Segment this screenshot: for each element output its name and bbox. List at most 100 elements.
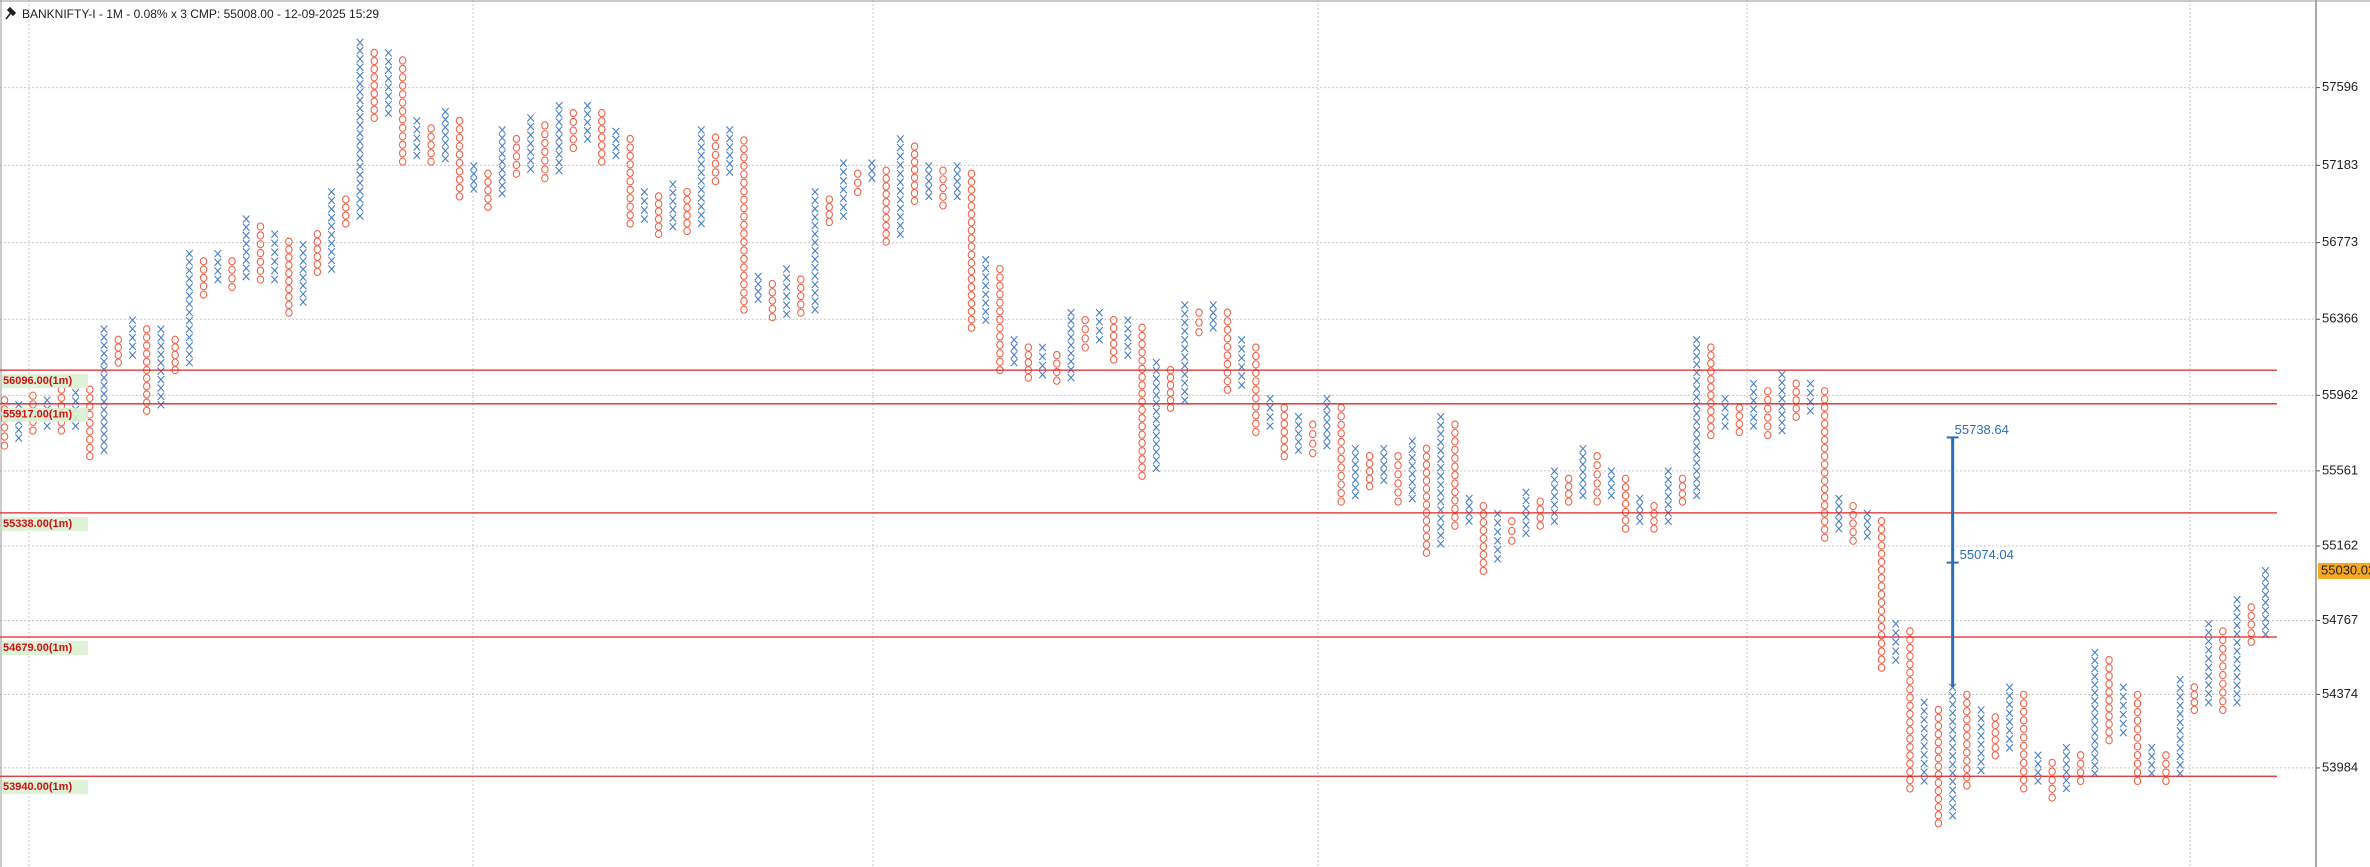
x-box [2233, 647, 2241, 656]
x-box [526, 131, 535, 139]
o-box [1764, 404, 1772, 413]
x-box [1437, 539, 1445, 548]
x-box [1835, 517, 1843, 526]
o-column [1053, 350, 1061, 385]
o-box [939, 192, 947, 201]
o-box [797, 275, 805, 284]
x-box [185, 308, 194, 317]
x-box [839, 159, 848, 168]
o-box [1593, 452, 1601, 461]
x-box [1209, 323, 1217, 332]
o-box [1963, 773, 1971, 782]
x-box [669, 214, 677, 223]
o-box [1138, 397, 1146, 406]
o-box [86, 418, 94, 428]
o-column [313, 229, 322, 277]
o-box [882, 221, 890, 231]
o-box [398, 56, 407, 65]
x-box [2233, 655, 2241, 664]
o-box [2019, 690, 2028, 699]
o-column [455, 116, 464, 201]
x-box [526, 148, 535, 157]
x-box [2091, 680, 2099, 689]
o-box [455, 141, 464, 151]
level-label-bg [2, 641, 88, 656]
x-box [583, 126, 592, 135]
y-tick-label: 54767 [2322, 612, 2358, 627]
o-box [398, 81, 407, 90]
o-box [2133, 776, 2142, 786]
o-box [1394, 470, 1402, 479]
o-box [740, 288, 748, 297]
o-column [1337, 403, 1345, 506]
x-box [1380, 476, 1388, 485]
x-box [1863, 517, 1872, 526]
x-box [2005, 743, 2014, 752]
x-box [242, 223, 250, 232]
o-box [1707, 430, 1715, 440]
o-box [1707, 367, 1715, 376]
o-box [882, 190, 890, 199]
x-box [1465, 517, 1473, 526]
x-box [2091, 648, 2099, 657]
x-box [1408, 437, 1416, 446]
x-column [1038, 343, 1047, 379]
o-box [910, 181, 919, 190]
o-box [398, 157, 407, 166]
o-box [1877, 533, 1886, 542]
o-box [1934, 802, 1943, 812]
o-box [541, 121, 549, 130]
o-box [2105, 688, 2113, 697]
x-box [1152, 382, 1161, 391]
o-box [1906, 784, 1914, 793]
o-box [1991, 751, 2000, 760]
o-column [1934, 705, 1943, 828]
x-box [1493, 536, 1502, 545]
x-box [270, 230, 279, 239]
o-box [2247, 620, 2256, 629]
x-box [782, 292, 791, 301]
o-box [910, 196, 919, 206]
o-box [1394, 488, 1402, 497]
x-box [981, 298, 990, 307]
o-box [1138, 463, 1146, 472]
o-column [2019, 690, 2028, 793]
x-box [2005, 709, 2014, 718]
x-box [128, 351, 137, 360]
o-box [1138, 372, 1146, 382]
o-box [1820, 476, 1829, 485]
o-box [398, 132, 407, 141]
x-box [1237, 381, 1246, 390]
o-box [1849, 527, 1857, 537]
x-box [1323, 426, 1331, 434]
o-column [1564, 474, 1573, 506]
o-box [1451, 445, 1459, 454]
x-box [612, 127, 620, 136]
o-box [2162, 776, 2170, 786]
x-box [100, 373, 108, 382]
x-box [1095, 308, 1104, 317]
x-box [1636, 509, 1644, 518]
measure-label: 55738.64 [1955, 422, 2009, 437]
x-box [811, 288, 819, 297]
x-box [71, 422, 80, 431]
x-box [43, 422, 51, 431]
o-box [0, 423, 9, 432]
o-box [1109, 339, 1118, 348]
x-box [441, 154, 450, 163]
x-column [498, 125, 506, 198]
o-column [1820, 387, 1829, 542]
x-box [1181, 309, 1189, 318]
o-box [740, 187, 748, 196]
o-box [996, 290, 1004, 299]
cmp-tag [2318, 562, 2370, 579]
o-box [967, 218, 976, 227]
x-box [1124, 316, 1132, 325]
x-box [327, 213, 336, 222]
o-box [740, 220, 748, 230]
x-box [1465, 494, 1473, 503]
o-box [455, 175, 464, 184]
x-box [981, 255, 990, 264]
x-box [1408, 461, 1416, 470]
